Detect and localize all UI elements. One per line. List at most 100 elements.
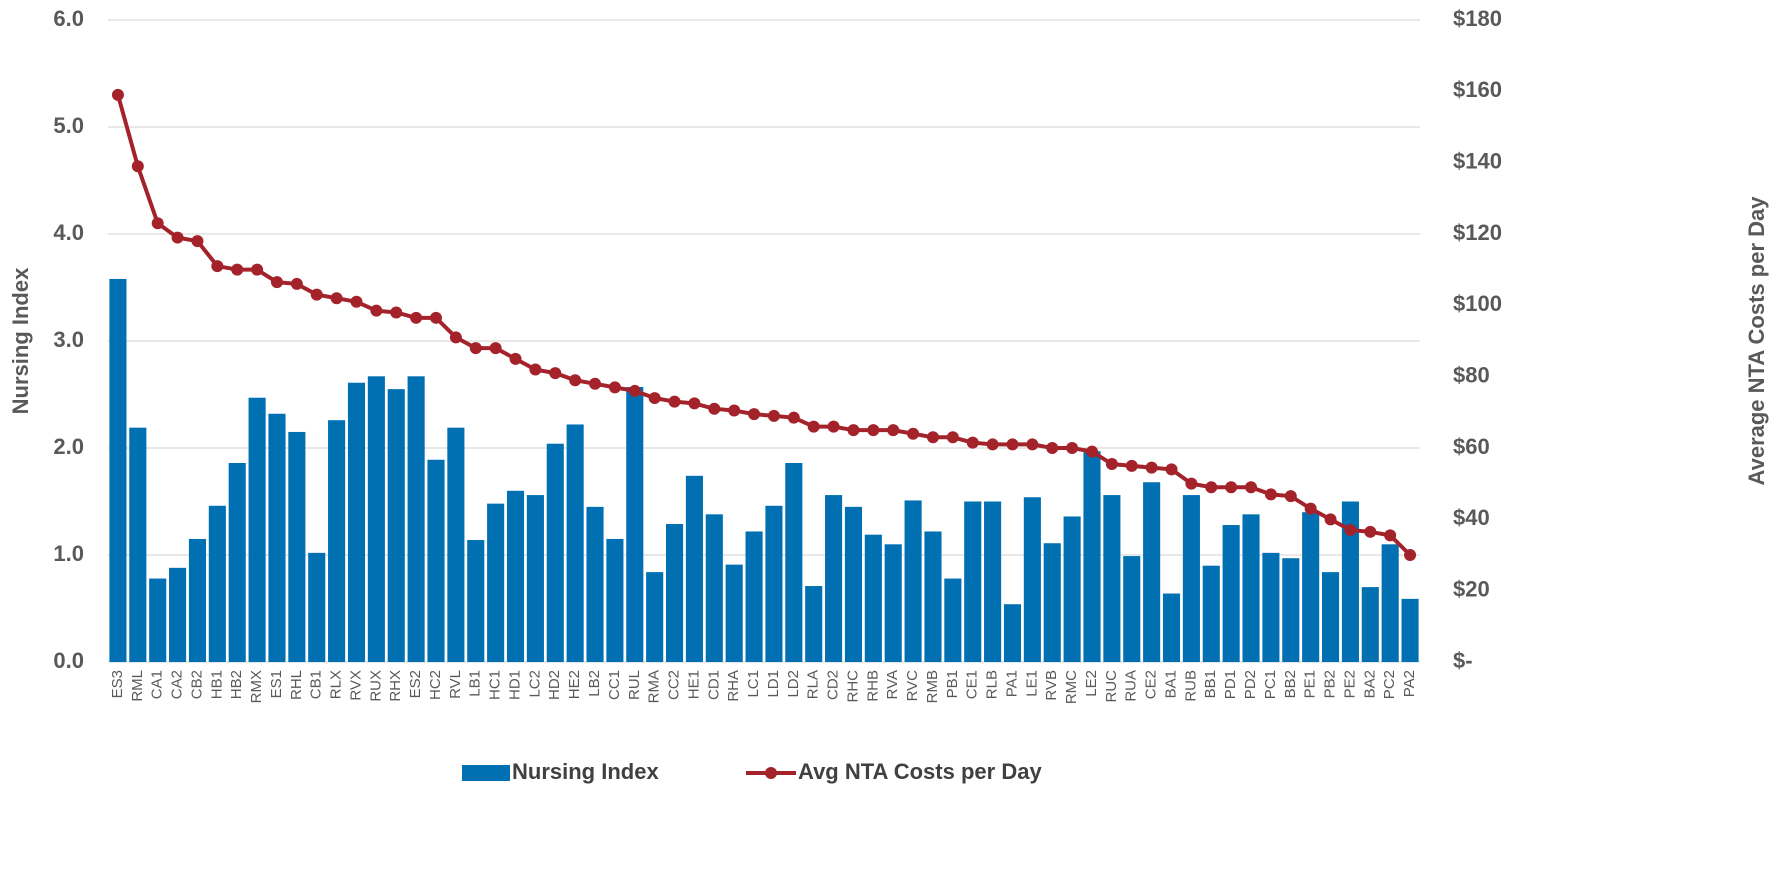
x-tick-label: CA1 xyxy=(149,670,166,699)
bar xyxy=(1321,572,1340,662)
bar xyxy=(1023,497,1041,662)
y-tick-label: 3.0 xyxy=(53,327,84,352)
x-tick-label: PE1 xyxy=(1302,670,1319,698)
bar xyxy=(208,505,226,662)
x-tick-label: ES2 xyxy=(407,670,424,698)
x-tick-label: CD2 xyxy=(825,670,842,700)
bar xyxy=(1182,495,1200,662)
point xyxy=(1404,549,1417,561)
bar xyxy=(864,534,882,662)
x-tick-label: ES1 xyxy=(268,670,285,698)
point xyxy=(171,231,184,244)
point xyxy=(728,404,741,417)
bar xyxy=(188,538,207,662)
x-tick-label: RUX xyxy=(367,670,384,702)
bar xyxy=(1202,565,1220,662)
x-tick-label: ES3 xyxy=(109,670,126,698)
bar xyxy=(1381,544,1399,662)
point xyxy=(1006,438,1019,451)
point xyxy=(887,424,900,437)
bar xyxy=(984,501,1002,662)
bar xyxy=(149,578,167,662)
point xyxy=(648,392,661,405)
y-tick-label: 0.0 xyxy=(53,648,84,673)
bar xyxy=(586,506,604,662)
x-tick-label: RVB xyxy=(1043,670,1060,701)
point xyxy=(1384,529,1397,542)
y-tick-label: 6.0 xyxy=(53,6,84,31)
point xyxy=(1245,481,1258,494)
point xyxy=(111,88,124,101)
y2-tick-label: $40 xyxy=(1453,505,1490,530)
point xyxy=(231,263,244,276)
point xyxy=(907,427,920,440)
bar xyxy=(765,505,783,662)
point xyxy=(569,374,582,387)
x-tick-label: HD2 xyxy=(546,670,563,700)
point xyxy=(608,381,621,394)
x-tick-label: RUC xyxy=(1103,670,1120,703)
bar xyxy=(805,586,823,662)
bar xyxy=(1083,451,1101,662)
point xyxy=(1046,442,1059,454)
bar xyxy=(964,501,982,662)
point xyxy=(1185,477,1198,490)
bar xyxy=(328,420,346,662)
bar xyxy=(1063,516,1081,662)
bar xyxy=(228,462,246,662)
point xyxy=(787,411,800,424)
point xyxy=(1284,490,1297,503)
point xyxy=(1344,524,1357,537)
x-tick-label: PC2 xyxy=(1381,670,1398,699)
point xyxy=(1364,525,1377,538)
point xyxy=(410,311,423,324)
bar xyxy=(367,376,385,662)
legend-label: Avg NTA Costs per Day xyxy=(798,759,1042,784)
bar xyxy=(387,389,405,662)
bar xyxy=(129,427,147,662)
x-tick-label: RHC xyxy=(844,670,861,703)
bar xyxy=(1003,604,1022,662)
x-tick-label: BA2 xyxy=(1361,670,1378,698)
x-tick-label: BB2 xyxy=(1282,670,1299,698)
bar xyxy=(288,431,306,662)
x-tick-label: RMC xyxy=(1063,670,1080,704)
x-tick-label: RUL xyxy=(626,670,643,700)
bar xyxy=(1103,495,1121,662)
x-tick-label: LE1 xyxy=(1023,670,1040,697)
point xyxy=(1324,513,1337,526)
x-tick-label: RLB xyxy=(984,670,1001,699)
bar xyxy=(447,427,465,662)
bar xyxy=(685,475,703,662)
x-tick-label: PA2 xyxy=(1401,670,1418,697)
bar xyxy=(725,564,743,662)
point xyxy=(509,352,522,365)
bar xyxy=(1302,512,1320,662)
x-tick-label: PD1 xyxy=(1222,670,1239,699)
point xyxy=(330,292,343,305)
point xyxy=(668,395,681,408)
x-tick-label: PD2 xyxy=(1242,670,1259,699)
point xyxy=(589,377,602,390)
point xyxy=(191,235,204,248)
x-tick-label: RUB xyxy=(1182,670,1199,702)
y2-tick-label: $180 xyxy=(1453,6,1502,31)
y-tick-label: 5.0 xyxy=(53,113,84,138)
x-tick-label: LC1 xyxy=(745,670,762,698)
x-tick-label: HD1 xyxy=(506,670,523,700)
y2-tick-label: $- xyxy=(1453,648,1473,673)
point xyxy=(1205,481,1218,494)
bar xyxy=(1341,501,1359,662)
point xyxy=(1066,442,1079,454)
bar xyxy=(665,523,684,662)
point xyxy=(966,436,979,449)
x-tick-label: PE2 xyxy=(1341,670,1358,698)
x-tick-label: LE2 xyxy=(1083,670,1100,697)
bar xyxy=(427,459,445,662)
bar xyxy=(1242,514,1260,662)
bar xyxy=(1123,556,1141,662)
point xyxy=(430,311,442,324)
y2-tick-label: $60 xyxy=(1453,434,1490,459)
x-tick-label: PC1 xyxy=(1262,670,1279,699)
